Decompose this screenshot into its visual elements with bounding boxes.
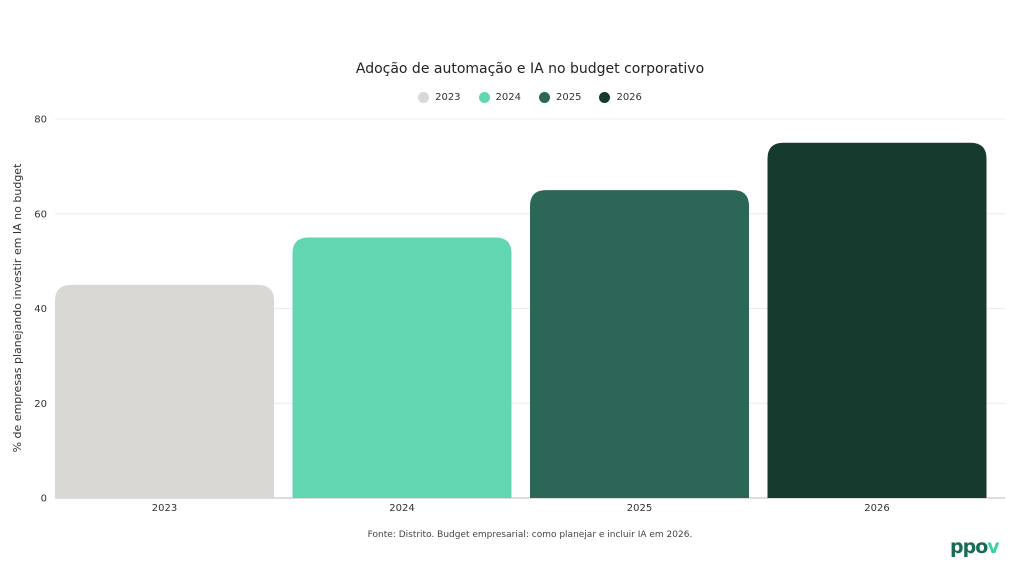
legend-item-2026[interactable]: 2026	[599, 92, 642, 103]
legend-label: 2025	[556, 92, 582, 103]
bar-2024	[292, 237, 512, 498]
legend-label: 2026	[616, 92, 642, 103]
legend-item-2025[interactable]: 2025	[539, 92, 581, 103]
legend: 2023 2024 2025 2026	[0, 92, 1024, 103]
legend-swatch	[478, 92, 490, 103]
y-tick-label: 0	[41, 494, 47, 505]
x-tick-label: 2025	[627, 503, 652, 514]
y-tick-label: 60	[34, 209, 47, 220]
legend-swatch	[599, 92, 611, 103]
bar-2025	[530, 190, 749, 498]
legend-item-2024[interactable]: 2024	[478, 92, 521, 103]
ppov-logo: ppov	[950, 536, 1000, 558]
legend-swatch	[539, 92, 550, 103]
chart-title: Adoção de automação e IA no budget corpo…	[355, 61, 705, 77]
legend-label: 2023	[435, 92, 461, 103]
y-tick-label: 40	[34, 304, 47, 315]
y-axis-label: % de empresas planejando investir em IA …	[11, 163, 24, 452]
bar-2023	[55, 284, 274, 498]
legend-item-2023[interactable]: 2023	[418, 92, 461, 103]
legend-label: 2024	[495, 92, 521, 103]
legend-swatch	[418, 92, 430, 103]
y-tick-label: 20	[34, 399, 47, 410]
bar-2026	[767, 142, 987, 498]
x-tick-label: 2024	[389, 503, 414, 514]
x-tick-label: 2023	[152, 503, 177, 514]
x-tick-label: 2026	[864, 503, 889, 514]
y-tick-label: 80	[34, 115, 47, 126]
source-note: Fonte: Distrito. Budget empresarial: com…	[367, 530, 693, 540]
